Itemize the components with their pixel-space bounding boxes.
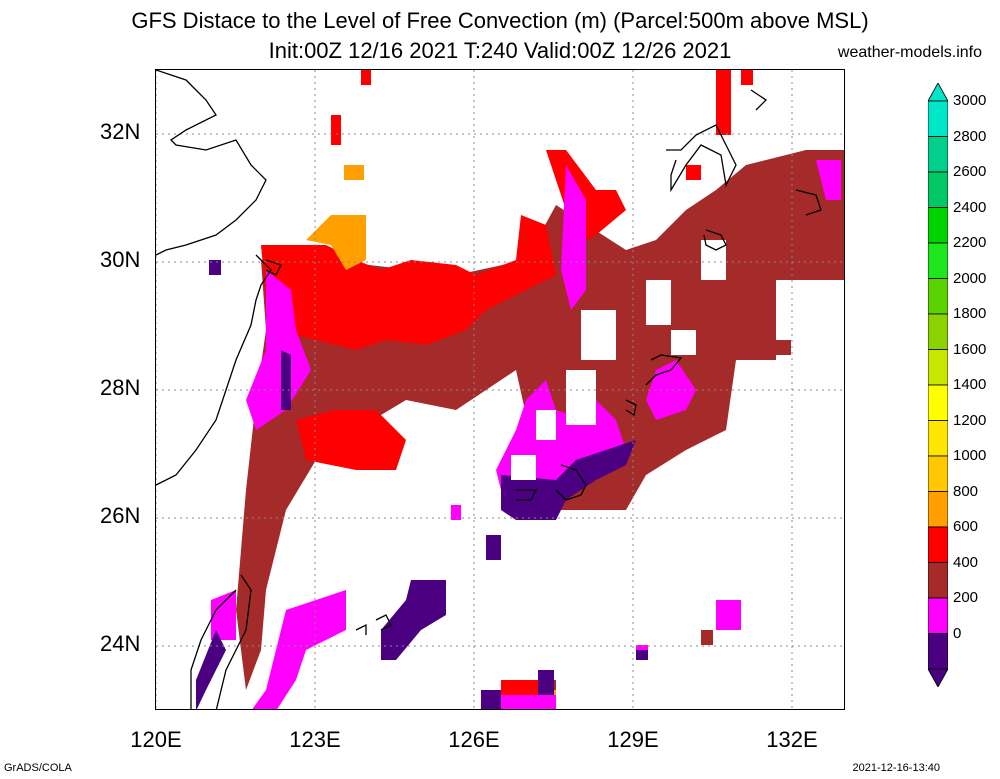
colorbar-label: 800	[953, 482, 979, 500]
map-canvas	[156, 70, 844, 709]
colorbar-swatch	[928, 633, 948, 670]
colorbar-label: 2200	[953, 234, 987, 251]
lat-label-24n: 24N	[100, 631, 141, 656]
colorbar-label: 1000	[953, 447, 987, 464]
colorbar-swatch	[928, 313, 948, 350]
lon-label-123e: 123E	[289, 727, 341, 752]
colorbar-swatch	[928, 171, 948, 208]
lat-label-32n: 32N	[100, 119, 141, 144]
colorbar-label: 2600	[953, 163, 987, 180]
colorbar-swatch	[928, 242, 948, 279]
colorbar-label: 2400	[953, 198, 987, 216]
colorbar-swatch	[928, 562, 948, 599]
colorbar-swatch	[928, 136, 948, 173]
footer-timestamp: 2021-12-16-13:40	[852, 762, 940, 774]
colorbar-label: 0	[953, 624, 962, 642]
colorbar-label: 2000	[953, 269, 987, 287]
colorbar-swatch	[928, 349, 948, 386]
colorbar-label: 200	[953, 589, 979, 606]
colorbar-swatch	[928, 207, 948, 244]
field-purple	[196, 260, 648, 709]
colorbar-swatch	[928, 100, 948, 137]
chart-subtitle: Init:00Z 12/16 2021 T:240 Valid:00Z 12/2…	[268, 38, 732, 63]
colorbar-label: 1800	[953, 305, 987, 322]
colorbar-label: 1400	[953, 376, 987, 393]
colorbar-label: 1600	[953, 340, 987, 358]
lon-label-129e: 129E	[607, 727, 659, 752]
colorbar-swatch	[928, 278, 948, 315]
site-credit: weather-models.info	[837, 44, 982, 61]
field-holes	[511, 240, 726, 480]
colorbar-label: 1200	[953, 411, 987, 429]
lon-label-120e: 120E	[130, 727, 182, 752]
colorbar	[928, 83, 948, 687]
colorbar-swatch	[928, 597, 948, 634]
coastlines	[156, 70, 822, 709]
lat-label-26n: 26N	[100, 503, 141, 528]
colorbar-swatch	[928, 455, 948, 492]
lat-label-30n: 30N	[100, 247, 141, 272]
footer-credit: GrADS/COLA	[4, 762, 72, 774]
colorbar-swatch	[928, 491, 948, 528]
colorbar-label: 400	[953, 553, 979, 571]
map-panel	[155, 69, 845, 710]
colorbar-swatch	[928, 384, 948, 421]
lon-label-132e: 132E	[766, 727, 818, 752]
chart-title: GFS Distace to the Level of Free Convect…	[131, 8, 869, 33]
colorbar-swatch	[928, 420, 948, 457]
colorbar-label: 2800	[953, 127, 987, 145]
colorbar-bottom-arrow	[928, 668, 948, 687]
lat-label-28n: 28N	[100, 375, 141, 400]
colorbar-swatch	[928, 526, 948, 563]
lon-label-126e: 126E	[448, 727, 500, 752]
colorbar-label: 600	[953, 518, 979, 535]
colorbar-label: 3000	[953, 92, 987, 109]
colorbar-top-arrow	[928, 83, 948, 102]
